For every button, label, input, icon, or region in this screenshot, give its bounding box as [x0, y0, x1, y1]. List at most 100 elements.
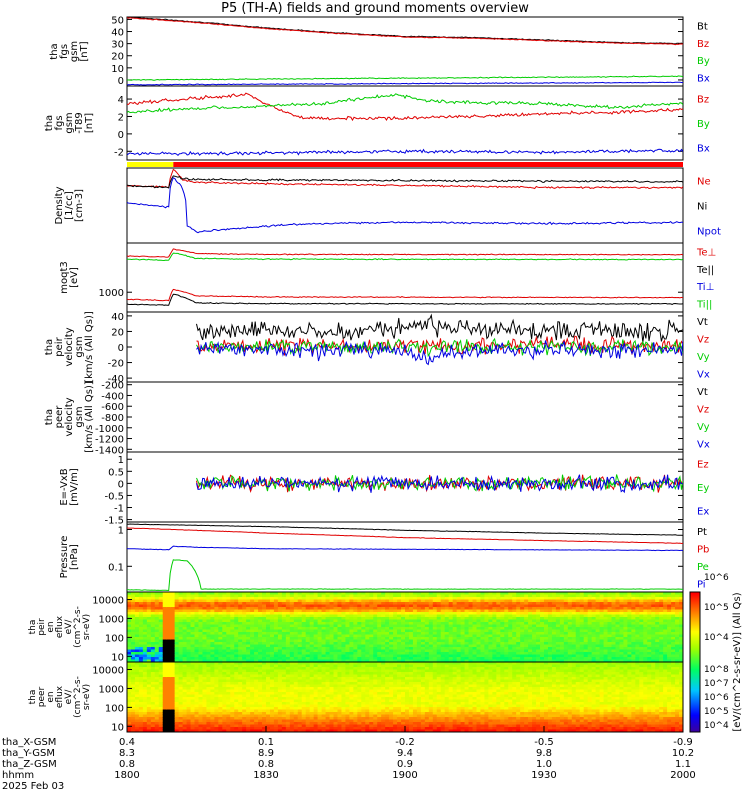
spectrogram-cell [285, 649, 291, 653]
spectrogram-cell [667, 619, 672, 623]
spectrogram-cell [206, 604, 211, 608]
spectrogram-cell [615, 609, 620, 613]
spectrogram-cell [154, 649, 160, 653]
spectrogram-cell [595, 617, 601, 620]
spectrogram-cell [405, 657, 410, 660]
spectrogram-cell [484, 609, 489, 613]
spectrogram-cell [198, 599, 203, 603]
spectrogram-cell [393, 617, 398, 620]
spectrogram-cell [532, 612, 537, 615]
spectrogram-cell [583, 634, 589, 638]
spectrogram-cell [353, 652, 358, 655]
spectrogram-cell [627, 607, 632, 610]
spectrogram-cell [150, 714, 156, 718]
spectrogram-cell [369, 599, 374, 603]
spectrogram-cell [170, 697, 176, 700]
spectrogram-cell [273, 659, 279, 663]
spectrogram-cell [345, 639, 350, 643]
spectrogram-cell [154, 664, 160, 668]
spectrogram-cell [222, 729, 227, 733]
spectrogram-cell [532, 602, 537, 605]
spectrogram-cell [631, 594, 636, 598]
spectrogram-cell [242, 594, 247, 598]
spectrogram-cell [142, 634, 148, 638]
spectrogram-cell [273, 627, 279, 630]
spectrogram-cell [651, 637, 656, 640]
spectrogram-cell [480, 619, 485, 623]
spectrogram-cell [659, 614, 664, 618]
spectrogram-cell [333, 639, 338, 643]
spectrogram-cell [210, 642, 215, 645]
spectrogram-cell [158, 674, 164, 678]
spectrogram-cell [627, 627, 632, 630]
spectrogram-cell [599, 602, 605, 605]
spectrogram-cell [214, 657, 219, 660]
spectrogram-cell [138, 652, 144, 655]
spectrogram-cell [615, 637, 620, 640]
spectrogram-cell [134, 727, 140, 730]
spectrogram-cell [238, 702, 243, 705]
spectrogram-cell [476, 659, 481, 663]
spectrogram-cell [555, 617, 561, 620]
spectrogram-cell [595, 624, 601, 628]
spectrogram-cell [635, 614, 640, 618]
y-axis-label: [km/s (All Qs)] [84, 381, 95, 453]
spectrogram-cell [365, 654, 370, 658]
spectrogram-cell [488, 642, 493, 645]
spectrogram-cell [262, 659, 267, 663]
spectrogram-cell [170, 689, 176, 693]
spectrogram-cell [671, 644, 676, 648]
spectrogram-cell [266, 614, 271, 618]
spectrogram-cell [174, 649, 180, 653]
spectrogram-cell [349, 629, 354, 633]
spectrogram-cell [246, 644, 251, 648]
spectrogram-cell [472, 649, 477, 653]
spectrogram-cell [420, 612, 426, 615]
spectrogram-cell [305, 612, 311, 615]
spectrogram-cell [218, 619, 223, 623]
spectrogram-cell [285, 657, 291, 660]
spectrogram-cell [186, 619, 192, 623]
spectrogram-cell [393, 647, 398, 650]
spectrogram-cell [619, 632, 624, 635]
spectrogram-cell [281, 644, 287, 648]
spectrogram-cell [460, 659, 466, 663]
spectrogram-cell [222, 634, 227, 638]
spectrogram-cell [285, 602, 291, 605]
spectrogram-cell [563, 647, 569, 650]
spectrogram-cell [627, 599, 632, 603]
spectrogram-cell [679, 647, 684, 650]
spectrogram-cell [528, 624, 533, 628]
spectrogram-cell [162, 627, 168, 630]
spectrogram-cell [210, 662, 215, 665]
spectrogram-cell [452, 639, 458, 643]
spectrogram-cell [659, 622, 664, 625]
spectrogram-cell [134, 597, 140, 600]
spectrogram-cell [246, 699, 251, 703]
spectrogram-cell [369, 602, 374, 605]
spectrogram-cell [273, 619, 279, 623]
spectrogram-cell [134, 674, 140, 678]
spectrogram-cell [540, 657, 545, 660]
spectrogram-cell [166, 652, 172, 655]
spectrogram-cell [206, 602, 211, 605]
spectrogram-cell [401, 632, 406, 635]
spectrogram-cell [436, 617, 442, 620]
spectrogram-cell [214, 614, 219, 618]
y-axis-label: peer [54, 405, 65, 429]
spectrogram-cell [130, 707, 136, 710]
spectrogram-cell [484, 647, 489, 650]
spectrogram-cell [472, 637, 477, 640]
spectrogram-cell [162, 634, 168, 638]
spectrogram-cell [460, 609, 466, 613]
spectrogram-cell [174, 724, 180, 728]
spectrogram-cell [353, 624, 358, 628]
spectrogram-cell [643, 652, 648, 655]
spectrogram-cell [273, 597, 279, 600]
spectrogram-cell [559, 604, 565, 608]
spectrogram-cell [524, 602, 529, 605]
spectrogram-cell [230, 639, 235, 643]
spectrogram-cell [476, 632, 481, 635]
spectrogram-cell [337, 597, 342, 600]
spectrogram-cell [206, 719, 211, 723]
